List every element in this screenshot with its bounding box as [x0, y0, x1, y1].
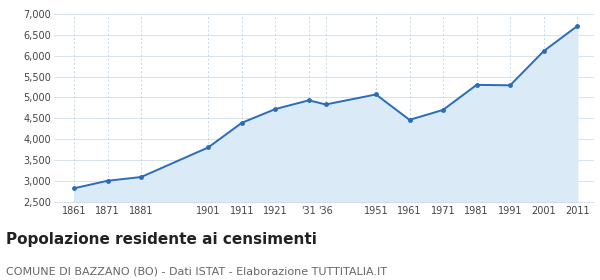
Text: Popolazione residente ai censimenti: Popolazione residente ai censimenti	[6, 232, 317, 248]
Text: COMUNE DI BAZZANO (BO) - Dati ISTAT - Elaborazione TUTTITALIA.IT: COMUNE DI BAZZANO (BO) - Dati ISTAT - El…	[6, 266, 387, 276]
